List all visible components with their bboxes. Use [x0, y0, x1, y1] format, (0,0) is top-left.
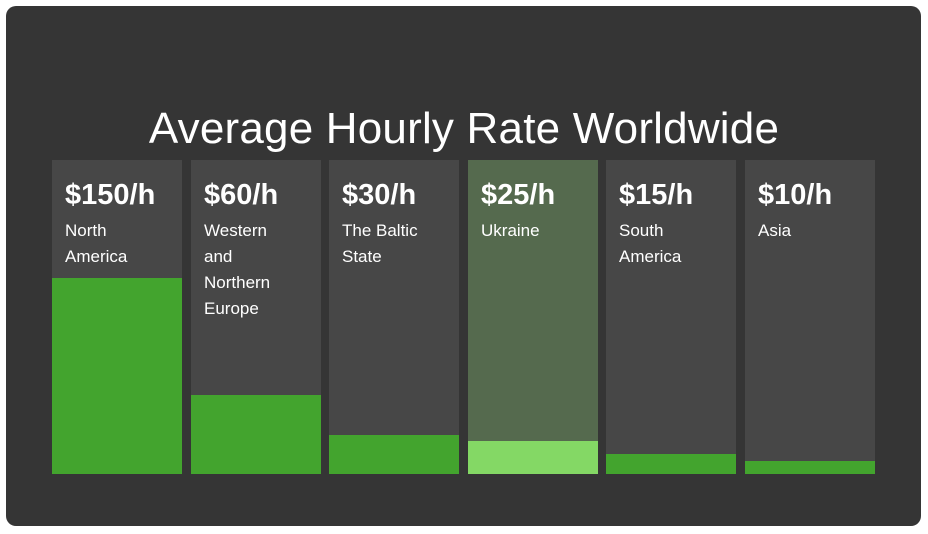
bar-value-label-0: $150/h [65, 179, 156, 211]
bar-2 [329, 435, 459, 474]
bar-5 [745, 461, 875, 474]
bar-4 [606, 454, 736, 474]
bar-value-label-5: $10/h [758, 179, 833, 211]
category-label-0: North America [65, 221, 128, 266]
category-label-5: Asia [758, 221, 792, 240]
bar-3 [468, 441, 598, 474]
bar-column-1: $60/h Western and Northern Europe [191, 160, 321, 474]
bar-column-2: $30/h The Baltic State [329, 160, 459, 474]
chart-title: Average Hourly Rate Worldwide [148, 104, 780, 154]
bar-1 [191, 395, 321, 474]
bar-column-0: $150/h North America [52, 160, 182, 474]
bar-0 [52, 278, 182, 474]
category-label-3: Ukraine [481, 221, 540, 240]
bar-value-label-4: $15/h [619, 179, 694, 211]
bar-value-label-3: $25/h [481, 179, 556, 211]
bar-column-3: $25/h Ukraine [468, 160, 598, 474]
bar-column-4: $15/h South America [606, 160, 736, 474]
category-label-2: The Baltic State [342, 221, 418, 266]
category-label-1: Western and Northern Europe [204, 221, 271, 318]
bar-column-5: $10/h Asia [745, 160, 875, 474]
bar-value-label-2: $30/h [342, 179, 417, 211]
category-label-4: South America [619, 221, 682, 266]
bar-value-label-1: $60/h [204, 179, 279, 211]
